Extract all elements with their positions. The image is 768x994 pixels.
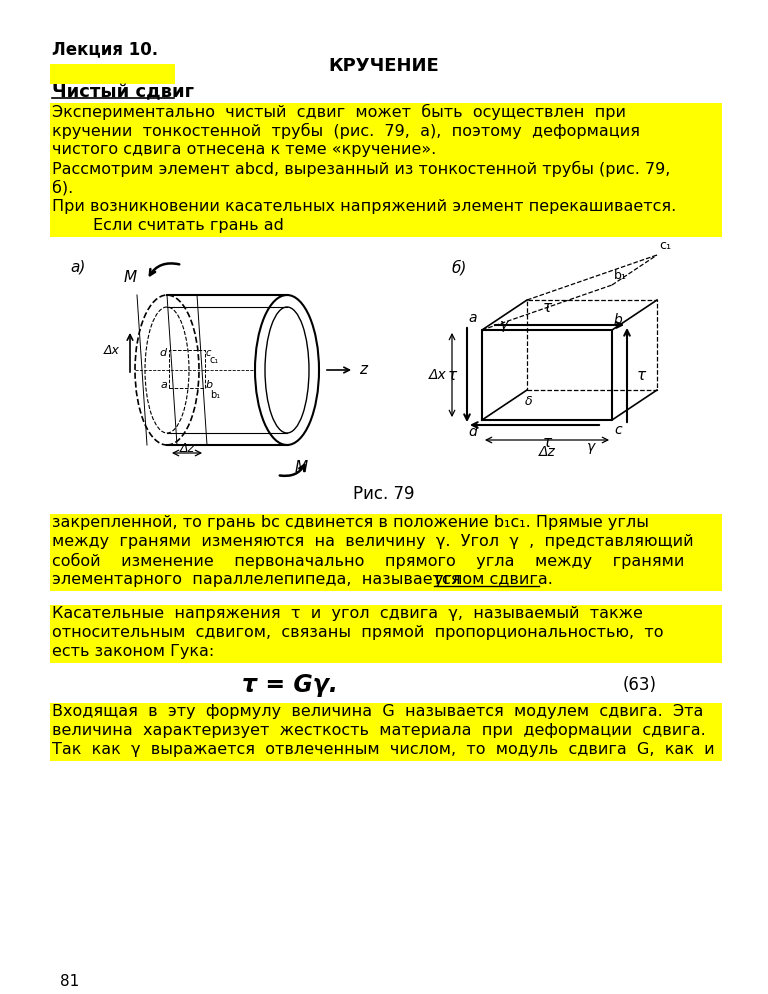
- Text: b₁: b₁: [614, 269, 627, 282]
- FancyBboxPatch shape: [50, 552, 722, 572]
- Text: z: z: [359, 363, 367, 378]
- Text: а): а): [70, 260, 85, 275]
- Ellipse shape: [135, 295, 199, 445]
- Text: (63): (63): [623, 676, 657, 694]
- Text: δ: δ: [525, 395, 533, 408]
- Text: γ: γ: [587, 440, 595, 454]
- FancyBboxPatch shape: [50, 703, 722, 723]
- Text: Δz: Δz: [538, 445, 555, 459]
- Text: Если считать грань ad: Если считать грань ad: [52, 218, 284, 233]
- Text: относительным  сдвигом,  связаны  прямой  пропорциональностью,  то: относительным сдвигом, связаны прямой пр…: [52, 625, 664, 640]
- FancyBboxPatch shape: [50, 103, 722, 123]
- Text: Так  как  γ  выражается  отвлеченным  числом,  то  модуль  сдвига  G,  как  и: Так как γ выражается отвлеченным числом,…: [52, 742, 715, 757]
- Text: закрепленной, то грань bc сдвинется в положение b₁c₁. Прямые углы: закрепленной, то грань bc сдвинется в по…: [52, 515, 649, 530]
- Text: Лекция 10.: Лекция 10.: [52, 40, 158, 58]
- FancyBboxPatch shape: [50, 571, 722, 591]
- FancyBboxPatch shape: [50, 141, 722, 161]
- FancyBboxPatch shape: [50, 179, 722, 199]
- FancyBboxPatch shape: [50, 64, 175, 84]
- FancyBboxPatch shape: [50, 741, 722, 761]
- Text: τ = Gγ.: τ = Gγ.: [242, 673, 338, 697]
- Text: Входящая  в  эту  формулу  величина  G  называется  модулем  сдвига.  Эта: Входящая в эту формулу величина G называ…: [52, 704, 703, 719]
- Text: c₁: c₁: [659, 239, 671, 252]
- Text: Касательные  напряжения  τ  и  угол  сдвига  γ,  называемый  также: Касательные напряжения τ и угол сдвига γ…: [52, 606, 643, 621]
- FancyBboxPatch shape: [50, 217, 722, 237]
- Text: Чистый сдвиг: Чистый сдвиг: [52, 83, 194, 101]
- FancyBboxPatch shape: [50, 514, 722, 534]
- FancyBboxPatch shape: [50, 122, 722, 142]
- Text: d: d: [160, 348, 167, 358]
- Text: τ: τ: [542, 300, 551, 315]
- Text: б).: б).: [52, 180, 73, 196]
- Text: b: b: [206, 380, 214, 390]
- FancyBboxPatch shape: [50, 605, 722, 625]
- Text: b: b: [614, 313, 623, 327]
- Text: γ: γ: [500, 318, 508, 332]
- Text: между  гранями  изменяются  на  величину  γ.  Угол  γ  ,  представляющий: между гранями изменяются на величину γ. …: [52, 534, 694, 549]
- FancyBboxPatch shape: [50, 160, 722, 180]
- Text: При возникновении касательных напряжений элемент перекашивается.: При возникновении касательных напряжений…: [52, 199, 677, 214]
- Text: КРУЧЕНИЕ: КРУЧЕНИЕ: [329, 57, 439, 75]
- Text: d: d: [468, 425, 477, 439]
- FancyBboxPatch shape: [52, 245, 720, 497]
- Text: б): б): [452, 260, 468, 275]
- Text: c: c: [206, 348, 211, 358]
- FancyBboxPatch shape: [50, 722, 722, 742]
- FancyBboxPatch shape: [50, 624, 722, 644]
- Text: Δx: Δx: [429, 368, 447, 382]
- Text: b₁: b₁: [210, 390, 220, 400]
- Text: τ: τ: [542, 435, 551, 450]
- Text: c: c: [614, 423, 621, 437]
- FancyBboxPatch shape: [50, 643, 722, 663]
- Text: Рис. 79: Рис. 79: [353, 485, 415, 503]
- FancyBboxPatch shape: [50, 198, 722, 218]
- Text: 81: 81: [60, 974, 79, 989]
- Text: Δx: Δx: [104, 344, 120, 357]
- Text: элементарного  параллелепипеда,  называется: элементарного параллелепипеда, называетс…: [52, 572, 471, 587]
- FancyBboxPatch shape: [50, 533, 722, 553]
- Text: Δz: Δz: [180, 442, 194, 455]
- Text: углом сдвига.: углом сдвига.: [434, 572, 553, 587]
- Text: кручении  тонкостенной  трубы  (рис.  79,  а),  поэтому  деформация: кручении тонкостенной трубы (рис. 79, а)…: [52, 123, 640, 139]
- Text: есть законом Гука:: есть законом Гука:: [52, 644, 214, 659]
- Ellipse shape: [255, 295, 319, 445]
- Text: собой    изменение    первоначально    прямого    угла    между    гранями: собой изменение первоначально прямого уг…: [52, 553, 684, 570]
- Text: M: M: [295, 460, 308, 475]
- Text: чистого сдвига отнесена к теме «кручение».: чистого сдвига отнесена к теме «кручение…: [52, 142, 436, 157]
- Text: a: a: [160, 380, 167, 390]
- Text: c₁: c₁: [210, 355, 219, 365]
- Text: Экспериментально  чистый  сдвиг  может  быть  осуществлен  при: Экспериментально чистый сдвиг может быть…: [52, 104, 626, 120]
- Text: M: M: [124, 269, 137, 284]
- Text: величина  характеризует  жесткость  материала  при  деформации  сдвига.: величина характеризует жесткость материа…: [52, 723, 706, 738]
- Text: a: a: [468, 311, 477, 325]
- Text: τ: τ: [637, 368, 646, 383]
- Text: Рассмотрим элемент abcd, вырезанный из тонкостенной трубы (рис. 79,: Рассмотрим элемент abcd, вырезанный из т…: [52, 161, 670, 177]
- Text: τ: τ: [448, 368, 457, 383]
